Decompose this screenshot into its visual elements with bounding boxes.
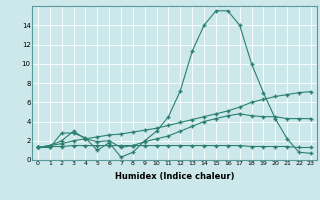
X-axis label: Humidex (Indice chaleur): Humidex (Indice chaleur)	[115, 172, 234, 181]
